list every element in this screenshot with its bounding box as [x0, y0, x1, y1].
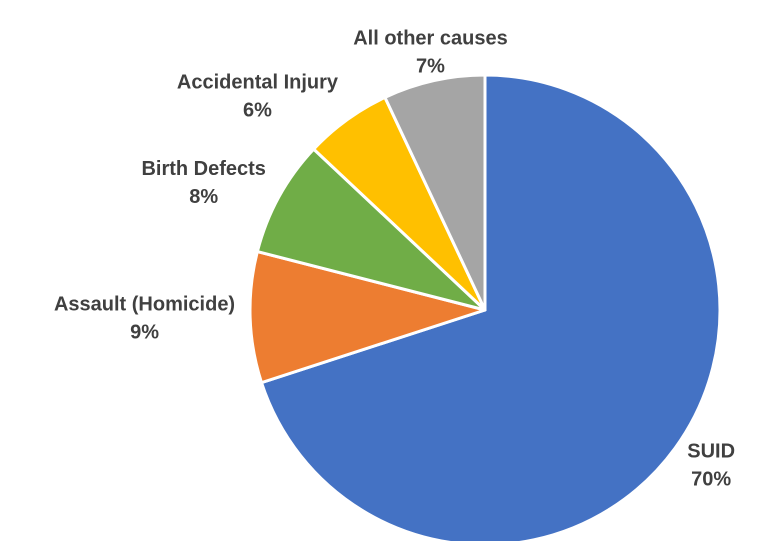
- slice-value-label: 6%: [243, 100, 272, 122]
- slice-label: SUID: [687, 440, 735, 462]
- slice-label: Birth Defects: [141, 158, 265, 180]
- pie-slice: [248, 250, 487, 385]
- pie-slice: [260, 73, 722, 541]
- slice-value-label: 9%: [130, 322, 159, 344]
- pie-slice: [383, 73, 487, 312]
- slice-label: Accidental Injury: [177, 72, 339, 94]
- slice-label: Assault (Homicide): [54, 294, 235, 316]
- slice-value-label: 70%: [691, 468, 731, 490]
- slice-value-label: 8%: [189, 186, 218, 208]
- slice-label: All other causes: [353, 28, 508, 50]
- pie-slice: [255, 147, 487, 312]
- slice-value-label: 7%: [416, 56, 445, 78]
